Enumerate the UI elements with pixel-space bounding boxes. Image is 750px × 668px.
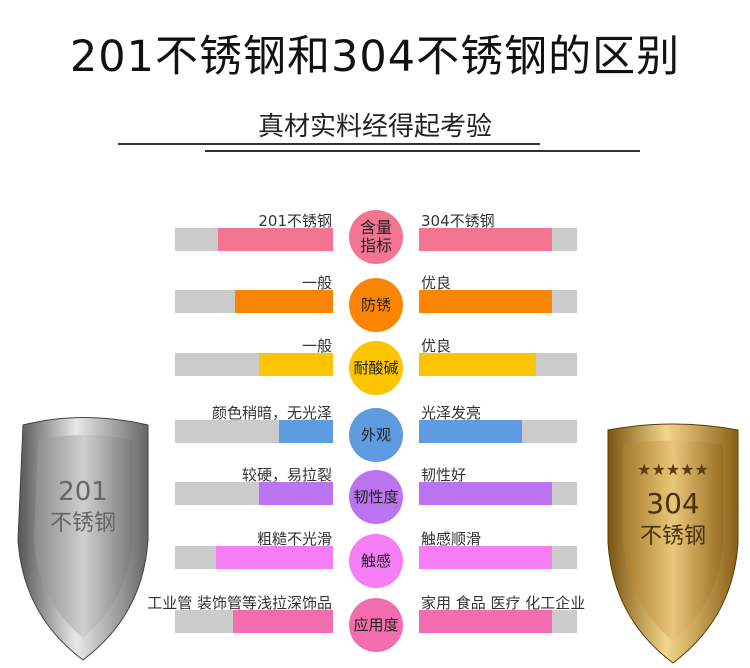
bar-304-fill bbox=[419, 353, 536, 376]
bar-201-track bbox=[175, 610, 333, 633]
bar-201-fill bbox=[217, 228, 333, 251]
label-201: 工业管 装饰管等浅拉深饰品 bbox=[147, 594, 332, 612]
label-201: 一般 bbox=[301, 274, 332, 292]
category-badge: 韧性度 bbox=[349, 470, 403, 524]
bar-304-fill bbox=[419, 228, 552, 251]
label-201: 201不锈钢 bbox=[258, 212, 332, 230]
bar-201-track bbox=[175, 420, 333, 443]
shield-304-icon: ★★★★★ 304 不锈钢 bbox=[607, 423, 739, 664]
bar-304-fill bbox=[419, 546, 552, 569]
shield-304-subtext: 不锈钢 bbox=[640, 524, 706, 549]
comparison-row: 工业管 装饰管等浅拉深饰品 家用 食品 医疗 化工企业 应用度 bbox=[0, 592, 750, 656]
bar-304-fill bbox=[419, 290, 552, 313]
bar-201-fill bbox=[235, 290, 333, 313]
bar-304-track bbox=[419, 353, 577, 376]
comparison-row: 颜色稍暗，无光泽 光泽发亮 外观 bbox=[0, 402, 750, 466]
label-304: 优良 bbox=[421, 274, 452, 292]
bar-304-track bbox=[419, 228, 577, 251]
page-title: 201不锈钢和304不锈钢的区别 bbox=[69, 32, 681, 82]
bar-201-track bbox=[175, 482, 333, 505]
label-304: 优良 bbox=[421, 337, 452, 355]
bar-304-track bbox=[419, 546, 577, 569]
divider-line bbox=[205, 150, 640, 152]
category-badge: 防锈 bbox=[349, 278, 403, 332]
category-badge: 含量指标 bbox=[349, 210, 403, 264]
bar-304-fill bbox=[419, 482, 552, 505]
shield-201-text: 201 bbox=[58, 477, 108, 507]
label-201: 一般 bbox=[301, 337, 332, 355]
subtitle: 真材实料经得起考验 bbox=[257, 112, 492, 142]
stars-icon: ★★★★★ bbox=[637, 460, 709, 479]
category-badge: 触感 bbox=[349, 534, 403, 588]
category-badge: 应用度 bbox=[349, 598, 403, 652]
category-badge: 外观 bbox=[349, 408, 403, 462]
label-304: 家用 食品 医疗 化工企业 bbox=[421, 594, 586, 612]
label-201: 粗糙不光滑 bbox=[256, 530, 332, 548]
label-201: 较硬，易拉裂 bbox=[241, 466, 332, 484]
category-badge: 耐酸碱 bbox=[349, 341, 403, 395]
comparison-row: 一般 优良 防锈 bbox=[0, 272, 750, 336]
label-304: 光泽发亮 bbox=[421, 404, 482, 422]
bar-201-fill bbox=[216, 546, 333, 569]
label-304: 触感顺滑 bbox=[421, 530, 482, 548]
divider-line bbox=[118, 143, 540, 145]
label-304: 304不锈钢 bbox=[421, 212, 495, 230]
bar-201-fill bbox=[258, 482, 333, 505]
comparison-row: 较硬，易拉裂 韧性好 韧性度 bbox=[0, 464, 750, 528]
bar-304-track bbox=[419, 290, 577, 313]
bar-201-track bbox=[175, 546, 333, 569]
bar-304-track bbox=[419, 420, 577, 443]
shield-201-icon: 201 不锈钢 bbox=[17, 417, 149, 661]
bar-201-track bbox=[175, 353, 333, 376]
bar-304-fill bbox=[419, 420, 522, 443]
comparison-row: 粗糙不光滑 触感顺滑 触感 bbox=[0, 528, 750, 592]
bar-201-track bbox=[175, 228, 333, 251]
label-201: 颜色稍暗，无光泽 bbox=[211, 404, 332, 422]
comparison-row: 一般 优良 耐酸碱 bbox=[0, 335, 750, 399]
bar-201-fill bbox=[258, 353, 333, 376]
bar-201-fill bbox=[233, 610, 333, 633]
comparison-row: 201不锈钢 304不锈钢 含量指标 bbox=[0, 210, 750, 274]
label-304: 韧性好 bbox=[421, 466, 467, 484]
bar-304-track bbox=[419, 482, 577, 505]
bar-304-fill bbox=[419, 610, 552, 633]
bar-201-fill bbox=[279, 420, 333, 443]
bar-304-track bbox=[419, 610, 577, 633]
bar-201-track bbox=[175, 290, 333, 313]
shield-201-subtext: 不锈钢 bbox=[50, 511, 116, 536]
shield-304-text: 304 bbox=[646, 487, 699, 520]
